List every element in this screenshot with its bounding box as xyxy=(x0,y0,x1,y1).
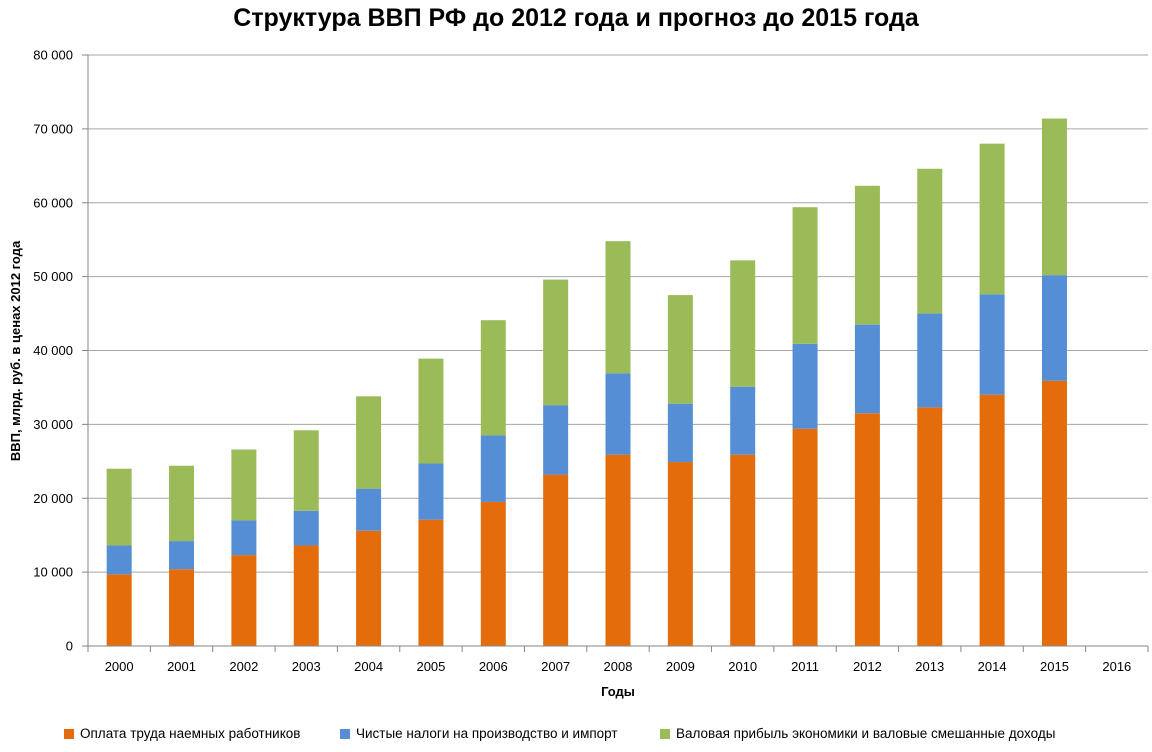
legend-label: Оплата труда наемных работников xyxy=(80,726,301,741)
bar-segment xyxy=(293,430,319,511)
y-tick-label: 0 xyxy=(66,639,73,654)
bar-segment xyxy=(667,295,693,404)
bar-segment xyxy=(543,474,569,646)
bar-segment xyxy=(480,501,506,646)
y-tick-label: 40 000 xyxy=(33,343,73,358)
bar-segment xyxy=(293,545,319,646)
bar-segment xyxy=(1041,380,1067,646)
bar-segment xyxy=(356,530,382,646)
legend-swatch xyxy=(340,728,350,739)
bar-segment xyxy=(854,185,880,325)
legend-label: Чистые налоги на производство и импорт xyxy=(356,726,618,741)
bar-segment xyxy=(605,241,631,374)
x-tick-label: 2016 xyxy=(1102,659,1131,674)
bar-segment xyxy=(1041,118,1067,276)
x-tick-label: 2011 xyxy=(791,659,819,674)
bar-segment xyxy=(854,324,880,414)
bar-stacks xyxy=(106,118,1067,646)
y-tick-label: 20 000 xyxy=(33,491,73,506)
x-tick-label: 2014 xyxy=(978,659,1007,674)
x-tick-label: 2008 xyxy=(604,659,633,674)
bar-segment xyxy=(356,396,382,489)
x-tick-label: 2003 xyxy=(292,659,321,674)
bar-segment xyxy=(730,454,756,646)
x-tick-label: 2001 xyxy=(167,659,196,674)
bar-segment xyxy=(293,510,319,546)
x-tick-label: 2005 xyxy=(416,659,445,674)
bar-segment xyxy=(917,407,943,646)
bar-segment xyxy=(169,569,195,646)
y-tick-label: 80 000 xyxy=(33,48,73,63)
bar-segment xyxy=(231,520,257,556)
legend-swatch xyxy=(660,728,670,739)
bar-segment xyxy=(792,343,818,429)
bar-segment xyxy=(543,405,569,475)
legend-item: Оплата труда наемных работников xyxy=(64,726,300,741)
bar-segment xyxy=(730,386,756,455)
bar-segment xyxy=(792,428,818,646)
y-tick-label: 10 000 xyxy=(33,565,73,580)
x-tick-label: 2010 xyxy=(728,659,757,674)
legend: Оплата труда наемных работников Чистые на… xyxy=(0,726,1152,746)
bar-segment xyxy=(979,294,1005,395)
bar-segment xyxy=(854,413,880,646)
y-tick-label: 50 000 xyxy=(33,269,73,284)
bar-segment xyxy=(106,468,132,546)
legend-label: Валовая прибыль экономики и валовые смеш… xyxy=(676,726,1056,741)
bar-segment xyxy=(231,555,257,646)
bar-segment xyxy=(730,260,756,387)
bar-segment xyxy=(231,449,257,521)
bar-segment xyxy=(917,168,943,314)
x-tick-label: 2012 xyxy=(853,659,882,674)
bar-segment xyxy=(667,462,693,646)
y-tick-label: 30 000 xyxy=(33,417,73,432)
bar-segment xyxy=(605,373,631,455)
bar-segment xyxy=(480,435,506,502)
x-tick-label: 2002 xyxy=(229,659,258,674)
x-tick-label: 2006 xyxy=(479,659,508,674)
x-tick-label: 2015 xyxy=(1040,659,1069,674)
x-axis-title: Годы xyxy=(601,684,635,699)
legend-item: Чистые налоги на производство и импорт xyxy=(340,726,618,741)
bar-segment xyxy=(418,463,444,520)
y-tick-label: 60 000 xyxy=(33,195,73,210)
bar-segment xyxy=(543,279,569,406)
x-tick-label: 2007 xyxy=(541,659,570,674)
bar-segment xyxy=(106,545,132,575)
x-tick-label: 2004 xyxy=(354,659,383,674)
y-tick-labels: 0 10 000 20 000 30 000 40 000 50 000 60 000 70 … xyxy=(33,48,73,654)
bar-segment xyxy=(792,207,818,344)
bar-segment xyxy=(1041,275,1067,381)
x-tick-labels: 2000 2001 2002 2003 2004 2005 2006 2007 2008 2009… xyxy=(105,659,1132,674)
bar-segment xyxy=(917,313,943,408)
bar-segment xyxy=(169,465,195,542)
legend-item: Валовая прибыль экономики и валовые смеш… xyxy=(660,726,1055,741)
bar-segment xyxy=(979,394,1005,646)
bar-segment xyxy=(169,541,195,570)
bar-segment xyxy=(418,519,444,646)
bar-segment xyxy=(106,574,132,646)
y-axis-title: ВВП, млрд. руб. в ценах 2012 года xyxy=(8,240,23,461)
legend-swatch xyxy=(64,728,74,739)
x-tick-label: 2009 xyxy=(666,659,695,674)
x-tick-label: 2000 xyxy=(105,659,134,674)
chart-title: Структура ВВП РФ до 2012 года и прогноз … xyxy=(233,4,919,32)
bar-segment xyxy=(418,358,444,464)
bar-segment xyxy=(667,403,693,463)
y-tick-label: 70 000 xyxy=(33,121,73,136)
bar-segment xyxy=(605,454,631,646)
bar-segment xyxy=(356,488,382,531)
bar-segment xyxy=(979,143,1005,295)
bar-segment xyxy=(480,320,506,436)
x-tick-label: 2013 xyxy=(915,659,944,674)
axes xyxy=(82,54,1149,652)
